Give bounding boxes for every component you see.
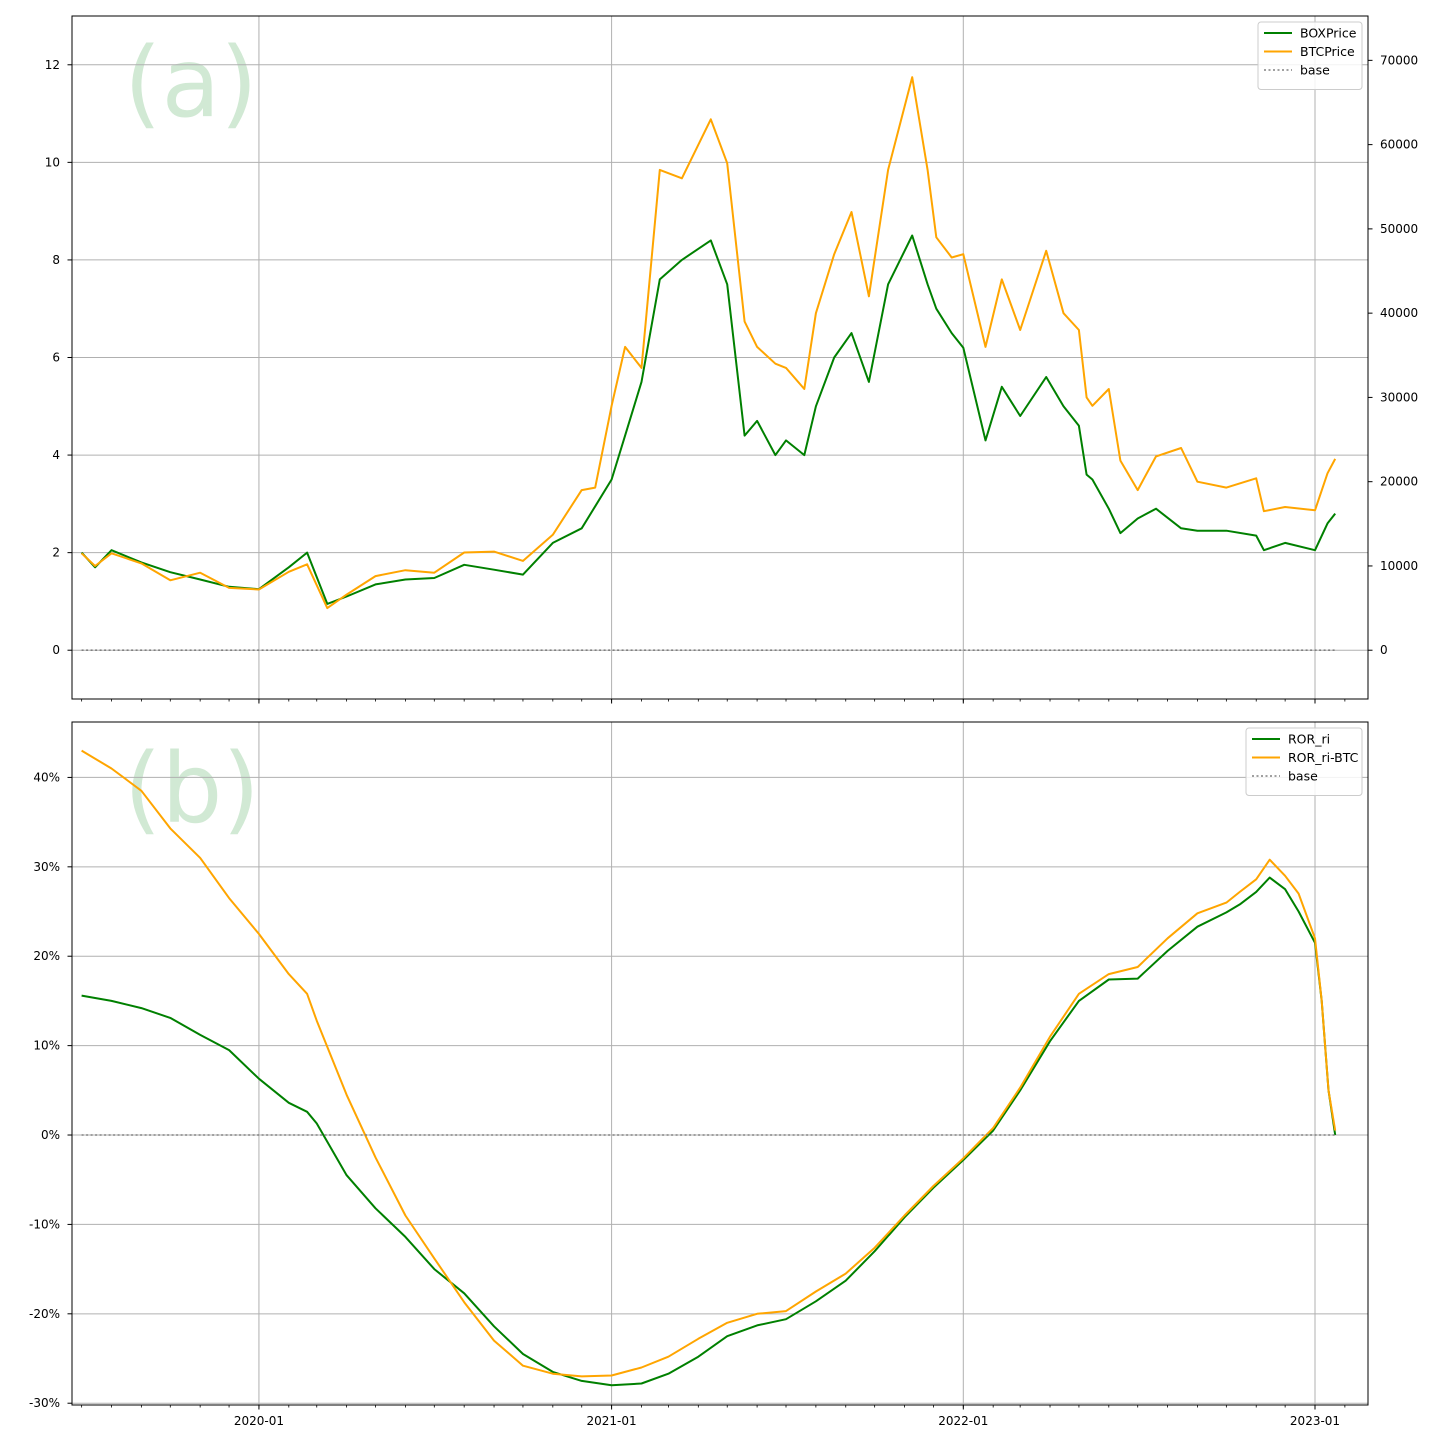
right-y-tick-label: 60000 bbox=[1380, 138, 1418, 152]
y-tick-label: -30% bbox=[29, 1396, 60, 1410]
series-layer bbox=[80, 76, 1337, 652]
right-y-tick-label: 50000 bbox=[1380, 222, 1418, 236]
legend-label: BTCPrice bbox=[1300, 44, 1355, 59]
panel-a-price-chart: (a) 0 2 4 6 8 10 12 0 10000 20000 30000 40000 50000 60… bbox=[45, 15, 1418, 704]
axes-frame bbox=[71, 15, 1369, 700]
y-tick-label: 10% bbox=[33, 1039, 60, 1053]
x-tick-label: 2022-01 bbox=[938, 1414, 988, 1428]
y-tick-label: 40% bbox=[33, 770, 60, 784]
legend-box bbox=[1245, 727, 1363, 796]
panel-b-ror-chart: (b) 2020-01 2021-01 2022-01 2023-01 -30% -20% -… bbox=[29, 721, 1369, 1428]
y-tick-label: 30% bbox=[33, 860, 60, 874]
legend-label: BOXPrice bbox=[1300, 26, 1357, 41]
y-tick-label: 20% bbox=[33, 949, 60, 963]
right-y-tick-label: 20000 bbox=[1380, 475, 1418, 489]
right-y-tick-label: 70000 bbox=[1380, 53, 1418, 67]
right-y-tick-label: 40000 bbox=[1380, 306, 1418, 320]
y-tick-label: 10 bbox=[45, 155, 60, 169]
y-tick-label: 4 bbox=[52, 448, 60, 462]
y-tick-label: 0 bbox=[52, 643, 60, 657]
legend-label: ROR_ri bbox=[1288, 732, 1330, 747]
panel-label-watermark: (a) bbox=[124, 27, 258, 139]
x-tick-label: 2023-01 bbox=[1290, 1414, 1340, 1428]
series-line-btcprice bbox=[80, 76, 1337, 610]
series-line-ror-ri bbox=[81, 876, 1337, 1387]
panel-label-watermark: (b) bbox=[124, 733, 260, 845]
right-y-tick-label: 0 bbox=[1380, 643, 1388, 657]
y-tick-label: 6 bbox=[52, 351, 60, 365]
axes-frame bbox=[71, 721, 1369, 1406]
legend-label: base bbox=[1300, 63, 1330, 78]
x-tick-label: 2021-01 bbox=[587, 1414, 637, 1428]
y-tick-label: 8 bbox=[52, 253, 60, 267]
legend-label: base bbox=[1288, 769, 1318, 784]
series-line-boxprice bbox=[80, 234, 1336, 605]
legend-box bbox=[1257, 21, 1363, 90]
y-tick-label: 12 bbox=[45, 58, 60, 72]
legend: BOXPrice BTCPrice base bbox=[1257, 21, 1363, 90]
series-layer bbox=[81, 749, 1337, 1387]
legend-label: ROR_ri-BTC bbox=[1288, 750, 1359, 765]
y-tick-label: 0% bbox=[41, 1128, 60, 1142]
series-line-ror-ri-btc bbox=[81, 749, 1337, 1378]
right-y-tick-label: 30000 bbox=[1380, 390, 1418, 404]
y-tick-label: -20% bbox=[29, 1307, 60, 1321]
y-tick-label: 2 bbox=[52, 546, 60, 560]
x-tick-label: 2020-01 bbox=[234, 1414, 284, 1428]
y-tick-label: -10% bbox=[29, 1217, 60, 1231]
right-y-tick-label: 10000 bbox=[1380, 559, 1418, 573]
